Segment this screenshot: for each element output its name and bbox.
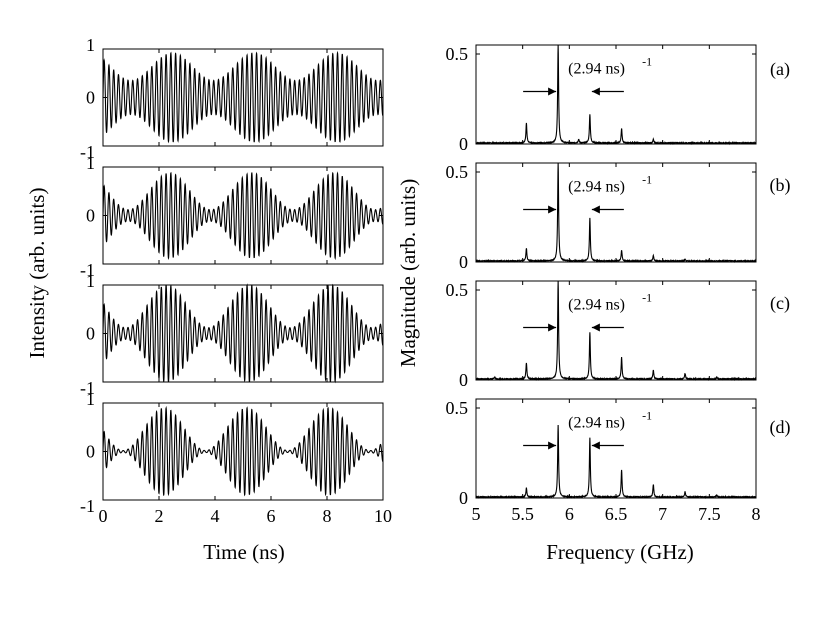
spectrum-x-tick-label-1: 5.5 — [511, 504, 534, 524]
time-x-tick-label-3: 6 — [267, 506, 276, 526]
time-panel-1: -1 0 1 — [80, 35, 384, 162]
spectrum-x-tick-label-5: 7.5 — [698, 504, 721, 524]
spectrum-arrowhead-left-2 — [548, 205, 557, 214]
time-y-tick-label-4-0: -1 — [80, 496, 95, 516]
panel-label-1: (a) — [770, 59, 790, 80]
spectrum-annotation-2: (2.94 ns) — [568, 179, 625, 196]
time-y-tick-label-2-1: 0 — [86, 206, 95, 226]
spectrum-arrowhead-left-3 — [548, 323, 557, 332]
right-x-axis-label: Frequency (GHz) — [546, 540, 694, 564]
spectrum-y-tick-label-2-0: 0 — [459, 252, 468, 272]
panel-label-4: (d) — [770, 417, 791, 438]
time-y-tick-label-1-0: -1 — [80, 142, 95, 162]
time-y-tick-label-3-0: -1 — [80, 378, 95, 398]
spectrum-arrowhead-right-3 — [591, 323, 600, 332]
spectrum-annotation-exponent-3: -1 — [642, 291, 652, 305]
spectrum-annotation-3: (2.94 ns) — [568, 297, 625, 314]
time-panel-3: -1 0 1 — [80, 271, 384, 398]
spectrum-annotation-exponent-1: -1 — [642, 55, 652, 69]
spectrum-annotation-1: (2.94 ns) — [568, 61, 625, 78]
right-y-axis-label: Magnitude (arb. units) — [396, 179, 420, 367]
time-y-tick-label-3-2: 1 — [86, 271, 95, 291]
spectrum-x-tick-label-6: 8 — [752, 504, 761, 524]
spectrum-x-tick-label-0: 5 — [472, 504, 481, 524]
time-trace-3 — [102, 283, 384, 384]
time-x-tick-label-2: 4 — [211, 506, 220, 526]
time-y-tick-label-2-0: -1 — [80, 260, 95, 280]
spectrum-y-tick-label-2-1: 0.5 — [446, 162, 469, 182]
time-x-tick-label-0: 0 — [99, 506, 108, 526]
spectrum-annotation-exponent-2: -1 — [642, 173, 652, 187]
spectrum-y-tick-label-4-1: 0.5 — [446, 398, 469, 418]
time-trace-4 — [102, 405, 384, 497]
spectrum-arrowhead-right-1 — [591, 87, 600, 96]
spectrum-arrowhead-left-1 — [548, 87, 557, 96]
spectra-column: 0 0.5 (2.94 ns) -1 (a) 0 0.5 (2.94 ns) -1 (b) 0 0.5… — [446, 44, 791, 524]
spectrum-panel-4: 0 0.5 5 5.5 6 6.5 7 7.5 8 (2.94 ns) -1 (d) — [446, 398, 791, 524]
time-trace-2 — [102, 171, 384, 261]
time-x-tick-label-5: 10 — [374, 506, 392, 526]
time-y-tick-label-2-2: 1 — [86, 153, 95, 173]
spectrum-trace-4 — [475, 424, 757, 500]
spectrum-annotation-exponent-4: -1 — [642, 409, 652, 423]
time-y-tick-label-1-2: 1 — [86, 35, 95, 55]
spectrum-arrowhead-right-4 — [591, 441, 600, 450]
time-y-tick-label-3-1: 0 — [86, 324, 95, 344]
spectrum-panel-2: 0 0.5 (2.94 ns) -1 (b) — [446, 162, 791, 272]
time-x-tick-label-4: 8 — [323, 506, 332, 526]
time-y-tick-label-1-1: 0 — [86, 88, 95, 108]
time-panel-2: -1 0 1 — [80, 153, 384, 280]
spectrum-y-tick-label-1-1: 0.5 — [446, 44, 469, 64]
spectrum-y-tick-label-3-0: 0 — [459, 370, 468, 390]
spectrum-arrowhead-right-2 — [591, 205, 600, 214]
time-y-tick-label-4-1: 0 — [86, 442, 95, 462]
time-trace-1 — [102, 50, 384, 144]
panel-label-3: (c) — [770, 293, 790, 314]
panel-label-2: (b) — [770, 175, 791, 196]
spectrum-panel-1: 0 0.5 (2.94 ns) -1 (a) — [446, 44, 790, 154]
spectrum-y-tick-label-1-0: 0 — [459, 134, 468, 154]
spectrum-panel-3: 0 0.5 (2.94 ns) -1 (c) — [446, 280, 790, 390]
spectrum-x-tick-label-4: 7 — [658, 504, 667, 524]
time-y-tick-label-4-2: 1 — [86, 389, 95, 409]
spectrum-x-tick-label-3: 6.5 — [605, 504, 628, 524]
left-y-axis-label: Intensity (arb. units) — [25, 188, 49, 359]
spectrum-arrowhead-left-4 — [548, 441, 557, 450]
spectrum-annotation-4: (2.94 ns) — [568, 415, 625, 432]
left-x-axis-label: Time (ns) — [203, 540, 285, 564]
time-x-tick-label-1: 2 — [155, 506, 164, 526]
spectrum-y-tick-label-3-1: 0.5 — [446, 280, 469, 300]
spectrum-y-tick-label-4-0: 0 — [459, 488, 468, 508]
spectrum-x-tick-label-2: 6 — [565, 504, 574, 524]
